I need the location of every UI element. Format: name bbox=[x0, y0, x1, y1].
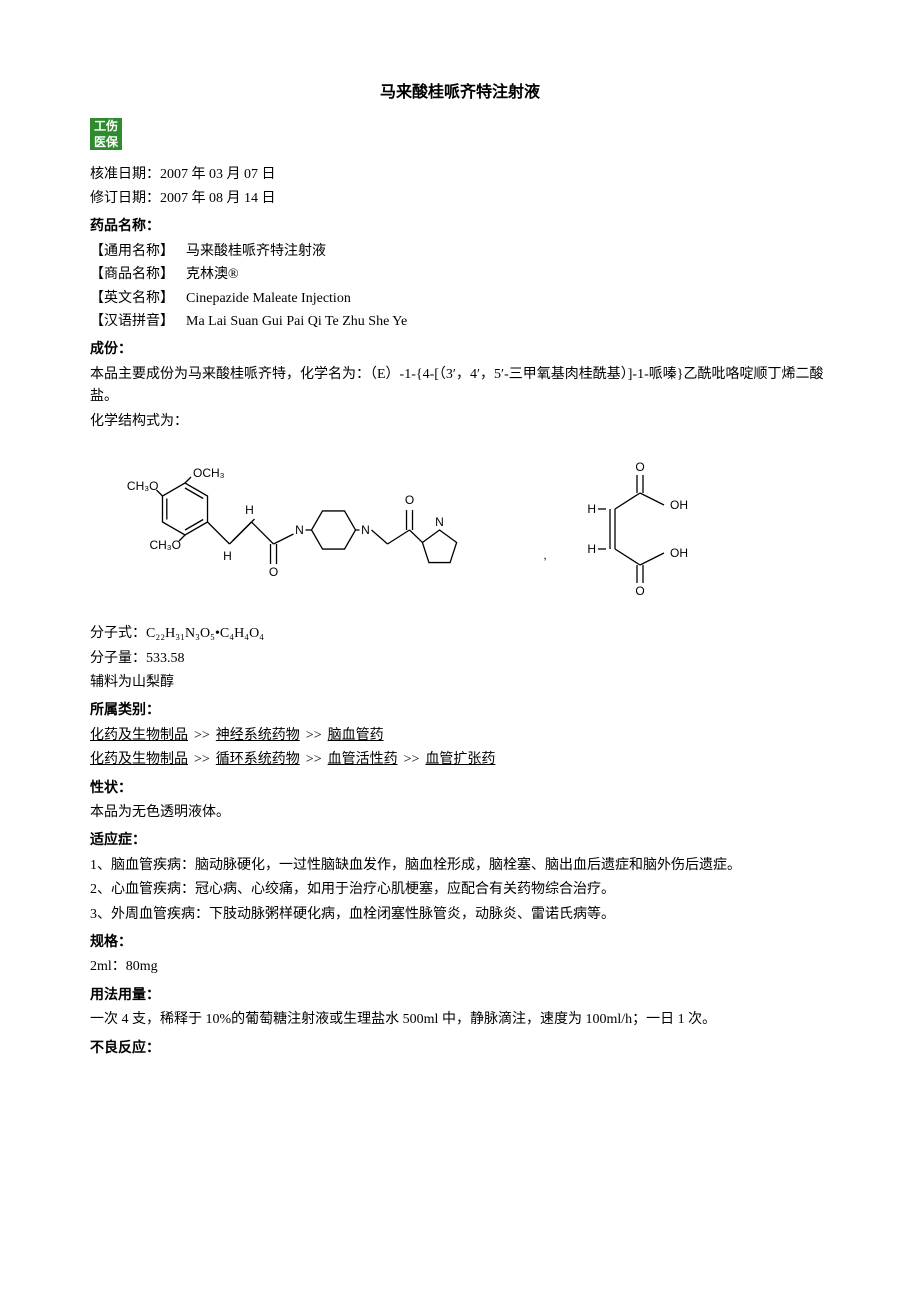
name-row: 【通用名称】马来酸桂哌齐特注射液 bbox=[90, 241, 830, 263]
revise-date-label: 修订日期： bbox=[90, 191, 160, 206]
spec-text: 2ml：80mg bbox=[90, 956, 830, 978]
category-link[interactable]: 血管扩张药 bbox=[425, 752, 495, 767]
name-row-value: Cinepazide Maleate Injection bbox=[186, 291, 351, 306]
name-row-value: 马来酸桂哌齐特注射液 bbox=[186, 244, 326, 259]
breadcrumb-separator: >> bbox=[404, 752, 420, 767]
molecular-formula: 分子式：C₂₂H₃₁N₃O₅•C₄H₄O₄ bbox=[90, 623, 830, 645]
formula-label: 分子式： bbox=[90, 626, 146, 641]
svg-text:OH: OH bbox=[670, 546, 688, 560]
section-category: 所属类别： bbox=[90, 700, 830, 722]
molecular-weight: 分子量：533.58 bbox=[90, 648, 830, 670]
name-row-value: 克林澳® bbox=[186, 267, 239, 282]
category-link[interactable]: 循环系统药物 bbox=[216, 752, 300, 767]
svg-text:,: , bbox=[543, 548, 546, 562]
name-row: 【英文名称】 Cinepazide Maleate Injection bbox=[90, 288, 830, 310]
svg-text:O: O bbox=[405, 493, 414, 507]
badge-stack: 工伤 医保 bbox=[90, 118, 830, 150]
revise-date-row: 修订日期：2007 年 08 月 14 日 bbox=[90, 188, 830, 210]
svg-text:N: N bbox=[361, 523, 370, 537]
indication-item: 3、外周血管疾病：下肢动脉粥样硬化病，血栓闭塞性脉管炎，动脉炎、雷诺氏病等。 bbox=[90, 904, 830, 926]
category-breadcrumb: 化药及生物制品 >> 循环系统药物 >> 血管活性药 >> 血管扩张药 bbox=[90, 749, 830, 771]
section-indication: 适应症： bbox=[90, 830, 830, 852]
category-breadcrumb: 化药及生物制品 >> 神经系统药物 >> 脑血管药 bbox=[90, 725, 830, 747]
chemical-structure-svg: OCH₃ CH₃O CH₃O H H O N N O N, H H O OH OH O bbox=[90, 439, 710, 609]
name-row-label: 【商品名称】 bbox=[90, 267, 174, 282]
page-title: 马来酸桂哌齐特注射液 bbox=[90, 80, 830, 106]
approve-date-value: 2007 年 03 月 07 日 bbox=[160, 167, 276, 182]
svg-text:O: O bbox=[635, 584, 644, 598]
svg-text:CH₃O: CH₃O bbox=[127, 479, 159, 493]
chemical-structure: OCH₃ CH₃O CH₃O H H O N N O N, H H O OH OH O bbox=[90, 439, 830, 617]
badge-workinjury: 工伤 bbox=[90, 118, 122, 134]
name-row: 【汉语拼音】 Ma Lai Suan Gui Pai Qi Te Zhu She … bbox=[90, 311, 830, 333]
name-row-value: Ma Lai Suan Gui Pai Qi Te Zhu She Ye bbox=[186, 314, 407, 329]
breadcrumb-separator: >> bbox=[306, 752, 322, 767]
breadcrumb-separator: >> bbox=[194, 752, 210, 767]
breadcrumb-separator: >> bbox=[306, 728, 322, 743]
mw-label: 分子量： bbox=[90, 651, 146, 666]
section-dosage: 用法用量： bbox=[90, 985, 830, 1007]
svg-text:OH: OH bbox=[670, 498, 688, 512]
excipient: 辅料为山梨醇 bbox=[90, 672, 830, 694]
ingredient-structure-label: 化学结构式为： bbox=[90, 411, 830, 433]
category-link[interactable]: 化药及生物制品 bbox=[90, 752, 188, 767]
svg-text:N: N bbox=[295, 523, 304, 537]
svg-text:H: H bbox=[223, 549, 232, 563]
svg-text:H: H bbox=[245, 503, 254, 517]
indication-item: 1、脑血管疾病：脑动脉硬化，一过性脑缺血发作，脑血栓形成，脑栓塞、脑出血后遗症和… bbox=[90, 855, 830, 877]
mw-value: 533.58 bbox=[146, 651, 185, 666]
svg-text:H: H bbox=[587, 502, 596, 516]
section-character: 性状： bbox=[90, 778, 830, 800]
formula-value: C₂₂H₃₁N₃O₅•C₄H₄O₄ bbox=[146, 626, 264, 641]
svg-text:N: N bbox=[435, 515, 444, 529]
svg-text:OCH₃: OCH₃ bbox=[193, 466, 225, 480]
svg-text:CH₃O: CH₃O bbox=[149, 538, 181, 552]
ingredient-desc: 本品主要成份为马来酸桂哌齐特，化学名为：（E）-1-{4-[（3′，4′，5′-… bbox=[90, 364, 830, 409]
dosage-text: 一次 4 支，稀释于 10%的葡萄糖注射液或生理盐水 500ml 中，静脉滴注，… bbox=[90, 1009, 830, 1031]
category-link[interactable]: 血管活性药 bbox=[328, 752, 398, 767]
approve-date-row: 核准日期：2007 年 03 月 07 日 bbox=[90, 164, 830, 186]
section-drug-name: 药品名称： bbox=[90, 216, 830, 238]
category-link[interactable]: 化药及生物制品 bbox=[90, 728, 188, 743]
svg-text:O: O bbox=[635, 460, 644, 474]
section-spec: 规格： bbox=[90, 932, 830, 954]
name-row-label: 【通用名称】 bbox=[90, 244, 174, 259]
breadcrumb-separator: >> bbox=[194, 728, 210, 743]
category-link[interactable]: 神经系统药物 bbox=[216, 728, 300, 743]
indication-item: 2、心血管疾病：冠心病、心绞痛，如用于治疗心肌梗塞，应配合有关药物综合治疗。 bbox=[90, 879, 830, 901]
name-row-label: 【英文名称】 bbox=[90, 291, 174, 306]
revise-date-value: 2007 年 08 月 14 日 bbox=[160, 191, 276, 206]
section-ingredient: 成份： bbox=[90, 339, 830, 361]
section-adverse: 不良反应： bbox=[90, 1038, 830, 1060]
name-row-label: 【汉语拼音】 bbox=[90, 314, 174, 329]
badge-medins: 医保 bbox=[90, 134, 122, 150]
svg-text:O: O bbox=[269, 565, 278, 579]
svg-text:H: H bbox=[587, 542, 596, 556]
category-link[interactable]: 脑血管药 bbox=[328, 728, 384, 743]
approve-date-label: 核准日期： bbox=[90, 167, 160, 182]
name-row: 【商品名称】克林澳® bbox=[90, 264, 830, 286]
character-text: 本品为无色透明液体。 bbox=[90, 802, 830, 824]
